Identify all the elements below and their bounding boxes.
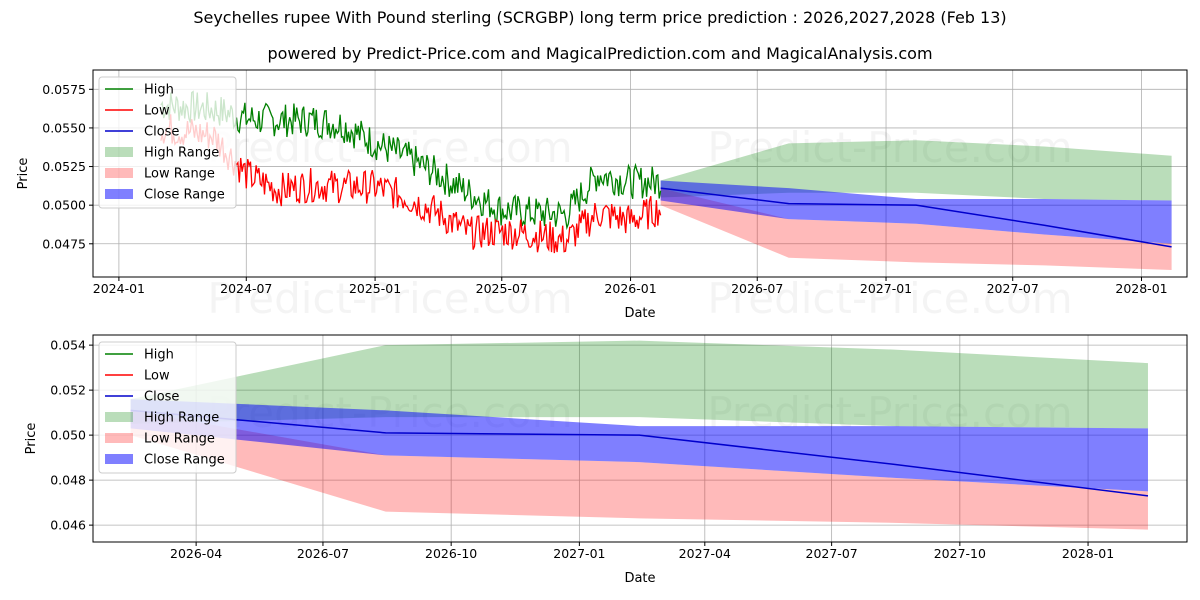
x-tick-label: 2026-01 bbox=[604, 281, 656, 296]
y-tick-label: 0.0500 bbox=[42, 198, 86, 213]
legend-swatch bbox=[105, 433, 133, 443]
y-tick-label: 0.0475 bbox=[42, 236, 86, 251]
legend-label: Close Range bbox=[144, 188, 225, 203]
y-axis-label: Price bbox=[16, 158, 31, 190]
chart-title: Seychelles rupee With Pound sterling (SC… bbox=[193, 8, 1007, 27]
legend-label: Low Range bbox=[144, 167, 215, 182]
close-line bbox=[660, 187, 1172, 248]
watermark: Predict-Price.com bbox=[707, 274, 1072, 323]
x-tick-label: 2024-01 bbox=[93, 281, 145, 296]
watermark: Predict-Price.com bbox=[207, 274, 572, 323]
legend-swatch bbox=[105, 412, 133, 422]
x-tick-label: 2026-04 bbox=[170, 546, 222, 561]
y-tick-label: 0.048 bbox=[50, 473, 86, 488]
legend-label: Close Range bbox=[144, 453, 225, 468]
plot-frame bbox=[92, 334, 1188, 543]
plot-area bbox=[160, 90, 1172, 271]
close-range-band bbox=[130, 399, 1148, 492]
plot-frame bbox=[92, 69, 1188, 278]
chart-1: Predict-Price.com Predict-Price.com Predic… bbox=[16, 69, 1188, 323]
x-axis-label: Date bbox=[624, 571, 655, 586]
legend-label: Close bbox=[144, 125, 179, 140]
x-tick-label: 2025-07 bbox=[476, 281, 528, 296]
legend-label: Low bbox=[144, 369, 170, 384]
plot-area bbox=[130, 340, 1149, 530]
legend-swatch bbox=[105, 168, 133, 178]
x-tick-label: 2027-01 bbox=[860, 281, 912, 296]
x-tick-label: 2027-07 bbox=[806, 546, 858, 561]
legend-swatch bbox=[105, 454, 133, 464]
x-tick-label: 2027-10 bbox=[934, 546, 986, 561]
legend-label: High Range bbox=[144, 146, 219, 161]
x-tick-label: 2027-07 bbox=[987, 281, 1039, 296]
legend-label: High Range bbox=[144, 411, 219, 426]
legend-box bbox=[98, 76, 237, 209]
legend-label: Close bbox=[144, 390, 179, 405]
x-tick-label: 2028-01 bbox=[1062, 546, 1114, 561]
legend: High Low Close High Range Low Range Close Ran… bbox=[98, 76, 237, 209]
legend-swatch bbox=[105, 189, 133, 199]
x-tick-label: 2026-07 bbox=[731, 281, 783, 296]
high-line bbox=[160, 90, 662, 231]
legend-swatch bbox=[105, 147, 133, 157]
x-tick-label: 2028-01 bbox=[1115, 281, 1167, 296]
x-tick-label: 2025-01 bbox=[349, 281, 401, 296]
y-tick-label: 0.0525 bbox=[42, 159, 86, 174]
legend: High Low Close High Range Low Range Close Ran… bbox=[98, 341, 237, 474]
y-tick-label: 0.050 bbox=[50, 428, 86, 443]
chart-2: Predict-Price.comPredict-Price.com2026-0… bbox=[24, 334, 1188, 586]
y-axis-label: Price bbox=[24, 423, 39, 455]
x-tick-label: 2026-07 bbox=[297, 546, 349, 561]
close-line bbox=[130, 409, 1149, 497]
close-range-band bbox=[660, 180, 1172, 244]
y-tick-label: 0.052 bbox=[50, 383, 86, 398]
low-range-band bbox=[130, 410, 1148, 530]
y-tick-label: 0.0550 bbox=[42, 120, 86, 135]
x-tick-label: 2024-07 bbox=[220, 281, 272, 296]
watermark: Predict-Price.com bbox=[707, 123, 1072, 172]
legend-label: Low Range bbox=[144, 432, 215, 447]
legend-label: High bbox=[144, 83, 174, 98]
x-tick-label: 2027-04 bbox=[679, 546, 731, 561]
x-tick-label: 2026-10 bbox=[425, 546, 477, 561]
legend-label: High bbox=[144, 348, 174, 363]
high-range-band bbox=[660, 140, 1172, 201]
x-tick-label: 2027-01 bbox=[553, 546, 605, 561]
y-tick-label: 0.046 bbox=[50, 518, 86, 533]
chart-subtitle: powered by Predict-Price.com and Magical… bbox=[267, 44, 933, 63]
grid bbox=[93, 70, 1187, 277]
y-tick-label: 0.0575 bbox=[42, 82, 86, 97]
high-range-band bbox=[130, 340, 1148, 429]
low-range-band bbox=[660, 188, 1172, 271]
legend-box bbox=[98, 341, 237, 474]
legend-label: Low bbox=[144, 104, 170, 119]
x-axis-label: Date bbox=[624, 306, 655, 321]
low-line bbox=[160, 114, 662, 254]
watermark: Predict-Price.com bbox=[207, 123, 572, 172]
y-tick-label: 0.054 bbox=[50, 338, 86, 353]
